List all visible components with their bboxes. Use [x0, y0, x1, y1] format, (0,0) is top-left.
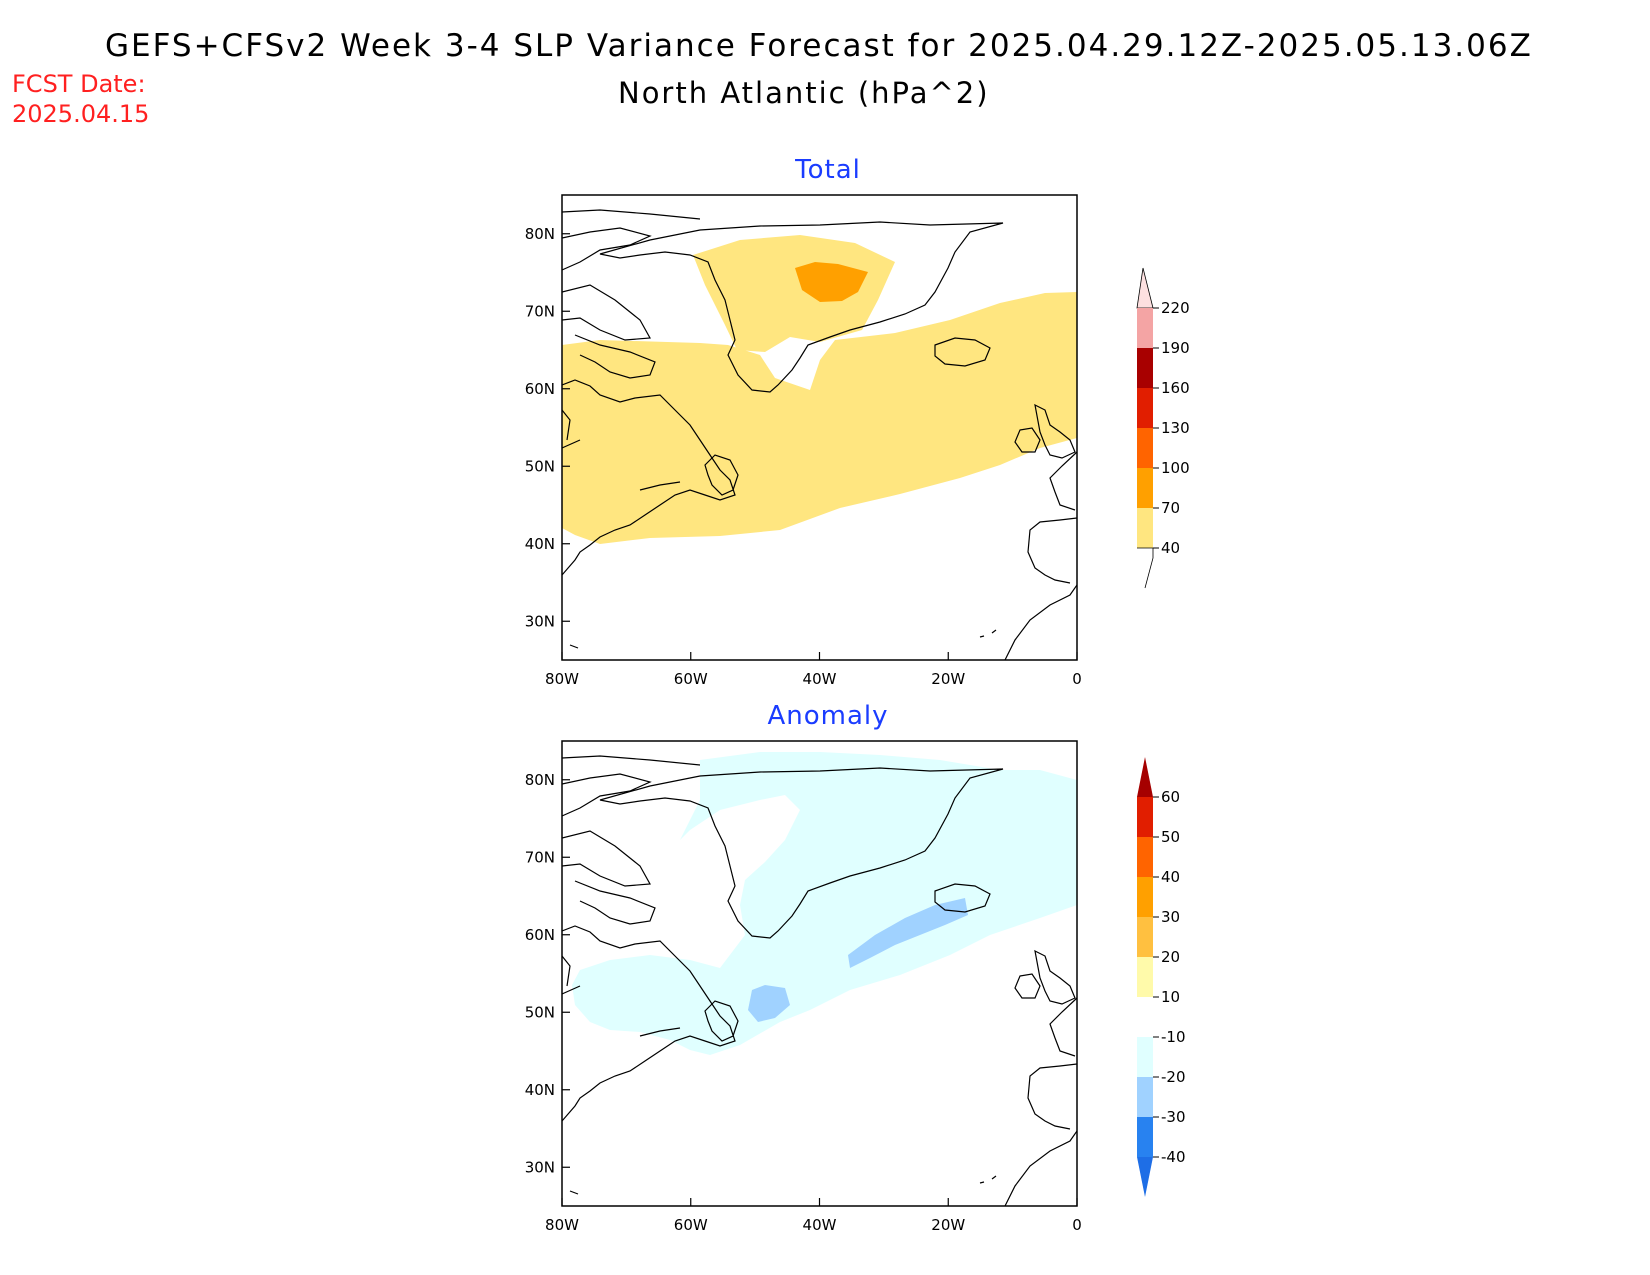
total-y-tick-label: 80N [525, 225, 555, 243]
total-y-tick-label: 50N [525, 457, 555, 475]
total-colorbar-label: 40 [1161, 539, 1180, 557]
total-40-70-region [562, 292, 1077, 544]
total-colorbar-label: 220 [1161, 299, 1190, 317]
anomaly-x-tick-label: 60W [674, 1216, 708, 1234]
anomaly-y-tick-label: 40N [525, 1081, 555, 1099]
anomaly-axes: 80W 60W 40W 20W 0 80N 70N 60N 50N 40N 30N [525, 771, 1082, 1234]
bermuda [569, 644, 579, 649]
anomaly-colorbar-label: 30 [1161, 908, 1180, 926]
europe-africa-coast [1004, 451, 1077, 660]
anomaly-colorbar-swatch [1137, 1117, 1153, 1157]
main-title: GEFS+CFSv2 Week 3-4 SLP Variance Forecas… [105, 28, 1533, 64]
subtitle: North Atlantic (hPa^2) [618, 76, 990, 110]
anomaly-colorbar-label: 20 [1161, 948, 1180, 966]
anomaly-coastlines [562, 755, 1077, 1206]
total-y-tick-label: 40N [525, 535, 555, 553]
bermuda [569, 1190, 579, 1195]
anomaly-x-tick-label: 80W [545, 1216, 579, 1234]
anomaly-colorbar-swatch [1137, 957, 1153, 997]
anomaly-y-tick-label: 50N [525, 1003, 555, 1021]
forecast-date-label: FCST Date: [12, 70, 146, 98]
total-x-tick-label: 40W [803, 670, 837, 688]
total-colorbar: 220 190 160 130 100 70 40 [1136, 267, 1190, 589]
anomaly-x-tick-label: 20W [931, 1216, 965, 1234]
europe-africa-coast [1004, 997, 1077, 1206]
anomaly-colorbar-upper-triangle [1137, 757, 1153, 797]
total-colorbar-swatch [1137, 388, 1153, 428]
total-x-tick-label: 80W [545, 670, 579, 688]
british-isles-coast [1014, 403, 1076, 459]
total-x-tick-label: 60W [674, 670, 708, 688]
newfoundland-coast [704, 1000, 739, 1042]
anomaly-colorbar-swatch [1137, 1037, 1153, 1077]
anomaly-colorbar-swatch [1137, 1077, 1153, 1117]
anomaly-y-tick-label: 30N [525, 1158, 555, 1176]
anomaly-x-tick-label: 0 [1072, 1216, 1082, 1234]
anomaly-colorbar: 60 50 40 30 20 10 -10 -20 -30 -40 [1137, 757, 1186, 1197]
british-isles-coast [1014, 949, 1076, 1005]
total-y-tick-label: 70N [525, 302, 555, 320]
anomaly-y-tick-label: 70N [525, 848, 555, 866]
total-colorbar-lower-triangle [1137, 547, 1154, 589]
canadian-arctic-coast [562, 209, 701, 379]
total-colorbar-label: 100 [1161, 459, 1190, 477]
total-colorbar-swatch [1137, 428, 1153, 468]
anomaly-colorbar-label: 50 [1161, 828, 1180, 846]
canadian-arctic-coast [562, 755, 701, 925]
total-colorbar-label: 160 [1161, 379, 1190, 397]
anomaly-x-tick-label: 40W [803, 1216, 837, 1234]
anomaly-colorbar-label: -10 [1161, 1028, 1186, 1046]
total-colorbar-label: 190 [1161, 339, 1190, 357]
anomaly-y-tick-label: 60N [525, 926, 555, 944]
total-colorbar-label: 70 [1161, 499, 1180, 517]
total-coastlines [562, 209, 1077, 660]
anomaly-minus20-minus30-patch-1 [748, 985, 790, 1022]
iceland-coast [934, 883, 991, 913]
total-colorbar-upper-triangle [1136, 267, 1154, 309]
iceland-coast [934, 337, 991, 367]
total-colorbar-swatch [1137, 508, 1153, 548]
north-america-coast [562, 379, 736, 576]
total-panel: Total 80W 60W 40W 20W 0 80N 70N 60N 50N 40N 30N 22… [525, 155, 1190, 688]
total-x-tick-label: 20W [931, 670, 965, 688]
anomaly-colorbar-swatch [1137, 837, 1153, 877]
total-colorbar-swatch [1137, 348, 1153, 388]
anomaly-panel: Anomaly 80W 60W 40W 20W 080N70N60N50N40N30N … [525, 701, 1186, 1234]
anomaly-minus20-minus30-patch-2 [848, 898, 968, 968]
total-70-100-region [795, 262, 868, 302]
anomaly-colorbar-swatch [1137, 797, 1153, 837]
anomaly-colorbar-label: -20 [1161, 1068, 1186, 1086]
canary-islands [979, 629, 997, 638]
anomaly-colorbar-label: -40 [1161, 1148, 1186, 1166]
total-colorbar-label: 130 [1161, 419, 1190, 437]
anomaly-minus10-minus20-region [572, 752, 1077, 1055]
anomaly-colorbar-swatch [1137, 997, 1153, 1037]
total-axes: 80W 60W 40W 20W 0 80N 70N 60N 50N 40N 30N [525, 225, 1082, 688]
anomaly-panel-title: Anomaly [767, 701, 888, 731]
anomaly-colorbar-swatch [1137, 877, 1153, 917]
total-shading [562, 235, 1077, 544]
total-colorbar-swatch [1137, 468, 1153, 508]
total-y-tick-label: 60N [525, 380, 555, 398]
anomaly-colorbar-lower-triangle [1137, 1157, 1153, 1197]
total-greenland-40-70-region [693, 235, 895, 352]
north-america-coast [562, 925, 736, 1122]
anomaly-colorbar-label: 60 [1161, 788, 1180, 806]
forecast-date-value: 2025.04.15 [12, 100, 150, 128]
total-y-tick-label: 30N [525, 612, 555, 630]
greenland-coast [599, 221, 1004, 393]
anomaly-colorbar-label: 40 [1161, 868, 1180, 886]
greenland-coast [599, 767, 1004, 939]
anomaly-colorbar-swatch [1137, 917, 1153, 957]
anomaly-colorbar-label: 10 [1161, 988, 1180, 1006]
total-colorbar-swatch [1137, 308, 1153, 348]
canary-islands [979, 1175, 997, 1184]
newfoundland-coast [704, 454, 739, 496]
anomaly-y-tick-label: 80N [525, 771, 555, 789]
anomaly-shading [572, 752, 1077, 1055]
anomaly-colorbar-label: -30 [1161, 1108, 1186, 1126]
total-x-tick-label: 0 [1072, 670, 1082, 688]
total-panel-title: Total [794, 155, 861, 185]
